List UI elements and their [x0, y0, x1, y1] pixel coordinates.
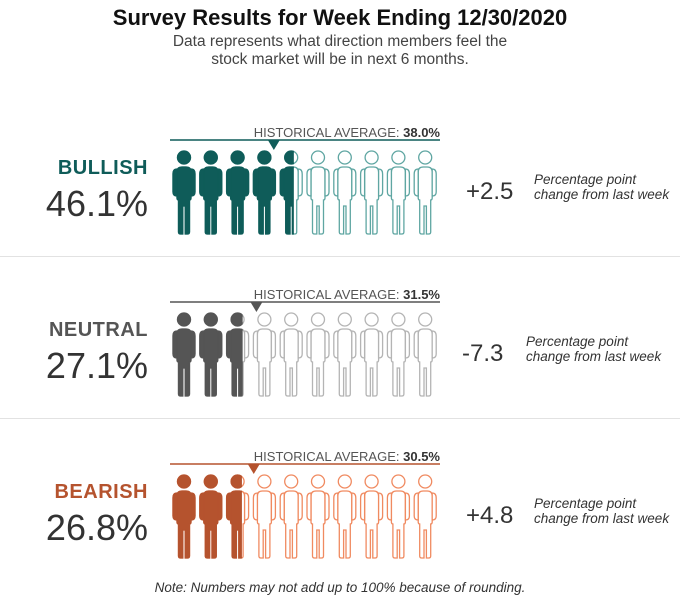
bearish-person-icon	[386, 474, 411, 559]
neutral-person-icon	[386, 312, 411, 397]
bearish-historical-marker	[247, 464, 260, 474]
bullish-person-icon	[359, 150, 384, 235]
bearish-person-icon	[172, 474, 196, 559]
section-separator-2	[0, 418, 680, 419]
bullish-historical-label: HISTORICAL AVERAGE: 38.0%	[253, 125, 440, 140]
neutral-person-icon	[172, 312, 196, 397]
section-separator-1	[0, 256, 680, 257]
bearish-person-icon	[413, 474, 437, 559]
bullish-person-icon	[333, 150, 357, 235]
bearish-person-icon	[279, 474, 303, 559]
neutral-person-icon	[279, 312, 303, 397]
neutral-label: NEUTRAL	[48, 319, 148, 341]
neutral-person-icon	[252, 312, 277, 397]
bearish-person-icon	[333, 474, 357, 559]
neutral-historical-marker	[250, 302, 263, 312]
bearish-pictogram	[170, 463, 440, 559]
neutral-historical-label: HISTORICAL AVERAGE: 31.5%	[253, 287, 440, 302]
bearish-percentage: 26.8%	[45, 507, 148, 548]
bullish-percentage: 46.1%	[45, 183, 148, 224]
neutral-section: HISTORICAL AVERAGE: 31.5% NEUTRAL 27.1% …	[0, 272, 680, 432]
chart-subtitle: Data represents what direction members f…	[172, 33, 508, 68]
bullish-person-icon	[252, 150, 277, 235]
bullish-person-icon	[199, 150, 223, 235]
bearish-historical-label: HISTORICAL AVERAGE: 30.5%	[253, 449, 440, 464]
neutral-person-icon	[199, 312, 223, 397]
bearish-label: BEARISH	[54, 481, 148, 503]
bearish-person-icon	[359, 474, 384, 559]
bearish-person-icon	[252, 474, 277, 559]
bullish-label: BULLISH	[57, 157, 148, 179]
bullish-change-note: Percentage point change from last week	[534, 172, 670, 202]
neutral-pictogram	[170, 301, 440, 397]
bullish-historical-marker	[267, 140, 280, 150]
neutral-person-icon	[359, 312, 384, 397]
bearish-change-note: Percentage point change from last week	[534, 496, 670, 526]
neutral-person-icon	[333, 312, 357, 397]
bearish-person-icon	[225, 474, 250, 559]
bullish-person-icon	[279, 150, 303, 235]
bullish-person-icon	[225, 150, 250, 235]
chart-title: Survey Results for Week Ending 12/30/202…	[112, 5, 568, 30]
neutral-person-icon	[413, 312, 437, 397]
neutral-person-icon	[225, 312, 250, 397]
neutral-change-note: Percentage point change from last week	[526, 334, 662, 364]
bullish-person-icon	[306, 150, 330, 235]
bullish-person-icon	[386, 150, 411, 235]
bullish-change: +2.5	[466, 178, 514, 205]
neutral-person-icon	[306, 312, 330, 397]
bullish-person-icon	[172, 150, 196, 235]
neutral-percentage: 27.1%	[45, 345, 148, 386]
bearish-change: +4.8	[466, 502, 514, 529]
bearish-person-icon	[199, 474, 223, 559]
bearish-person-icon	[306, 474, 330, 559]
bullish-section: HISTORICAL AVERAGE: 38.0% BULLISH 46.1% …	[0, 110, 680, 270]
rounding-note: Note: Numbers may not add up to 100% bec…	[154, 580, 526, 595]
bearish-section: HISTORICAL AVERAGE: 30.5% BEARISH 26.8% …	[0, 434, 680, 594]
bullish-person-icon	[413, 150, 437, 235]
bullish-pictogram	[170, 139, 440, 235]
neutral-change: -7.3	[462, 340, 504, 367]
